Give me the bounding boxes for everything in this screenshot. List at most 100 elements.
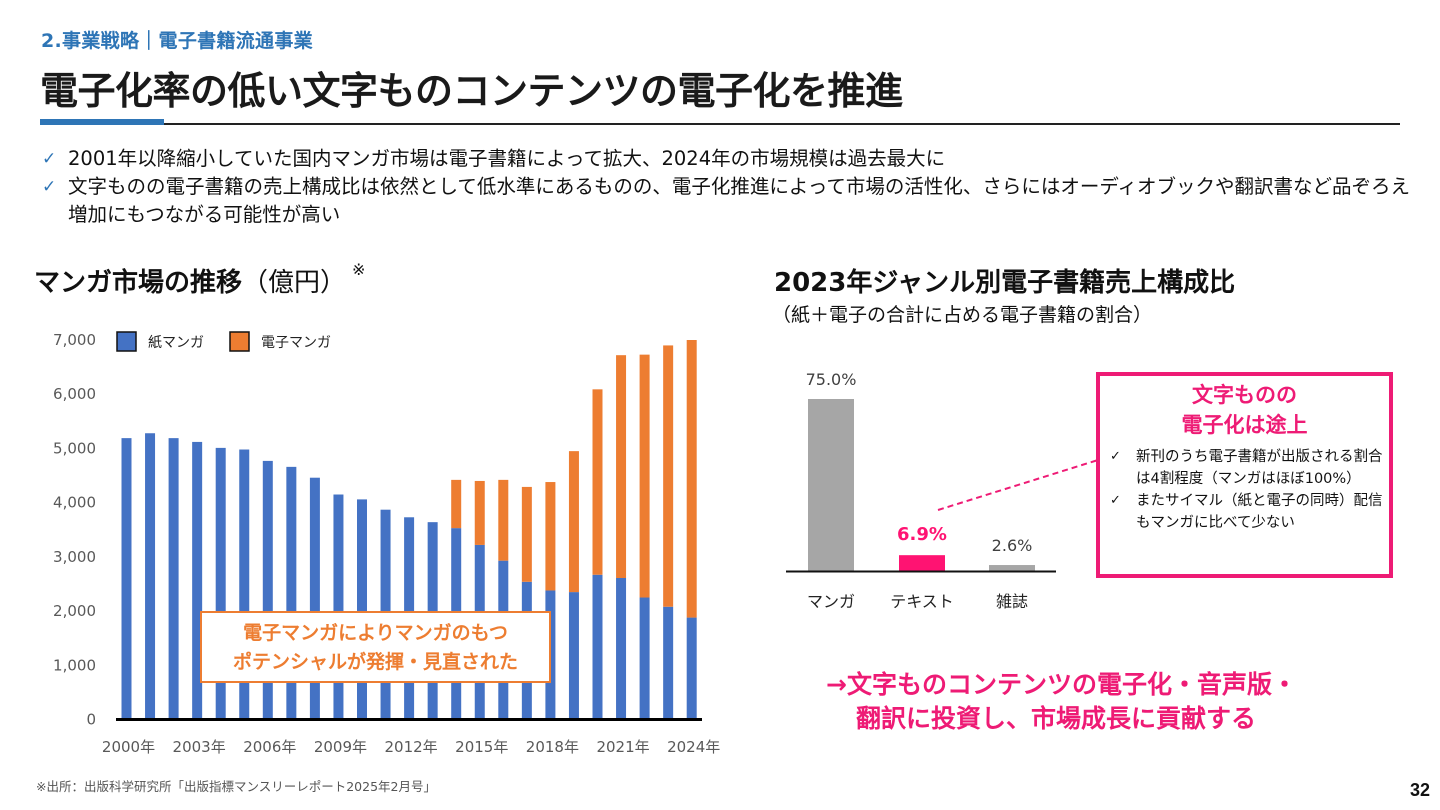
check-icon: ✓	[1110, 493, 1121, 508]
y-tick-label: 0	[86, 711, 96, 729]
genre-chart-title: 2023年ジャンル別電子書籍売上構成比	[774, 268, 1236, 298]
check-icon: ✓	[1110, 449, 1121, 464]
bar-digital-manga	[498, 479, 509, 561]
legend-swatch-print	[116, 331, 137, 352]
section-label: 2.事業戦略｜電子書籍流通事業	[41, 30, 313, 52]
genre-ratio-chart: 75.0% マンガ 6.9% テキスト 2.6% 雑誌	[786, 370, 1099, 611]
bar-print-manga	[686, 617, 697, 720]
source-note: ※出所：出版科学研究所「出版指標マンスリーレポート2025年2月号」	[36, 779, 436, 794]
bar-print-manga	[639, 597, 650, 720]
x-axis-ticks: 2000年 2003年 2006年 2009年 2012年 2015年 2018年 2021年…	[102, 738, 720, 756]
y-tick-label: 7,000	[53, 331, 96, 349]
legend-label-digital: 電子マンガ	[261, 335, 331, 351]
bullet-item: ✓ 2001年以降縮小していた国内マンガ市場は電子書籍によって拡大、2024年の…	[42, 145, 1412, 173]
title-divider	[40, 123, 1400, 125]
genre-category-label: マンガ	[807, 592, 855, 611]
conclusion-line: 翻訳に投資し、市場成長に貢献する	[856, 704, 1257, 733]
genre-category-label: 雑誌	[996, 592, 1028, 611]
bar-digital-manga	[686, 340, 697, 618]
insight-text: 新刊のうち電子書籍が出版される割合は4割程度（マンガはほぼ100%）	[1136, 449, 1383, 487]
insight-box: 文字ものの 電子化は途上 ✓ 新刊のうち電子書籍が出版される割合は4割程度（マンガ…	[1096, 372, 1393, 578]
genre-category-label: テキスト	[890, 592, 954, 611]
insight-box-title: 文字ものの 電子化は途上	[1100, 380, 1389, 440]
y-tick-label: 1,000	[53, 656, 96, 674]
y-axis-ticks: 0 1,000 2,000 3,000 4,000 5,000 6,000 7,000	[53, 331, 96, 729]
genre-bar	[989, 565, 1035, 571]
bar-print-manga	[286, 466, 297, 720]
bar-print-manga	[616, 578, 627, 720]
callout-connector	[937, 459, 1099, 511]
bar-digital-manga	[663, 345, 674, 607]
y-tick-label: 4,000	[53, 494, 96, 512]
bar-print-manga	[192, 441, 203, 720]
manga-market-chart: 0 1,000 2,000 3,000 4,000 5,000 6,000 7,000 200…	[53, 331, 720, 756]
bar-print-manga	[309, 477, 320, 720]
y-tick-label: 2,000	[53, 602, 96, 620]
bar-digital-manga	[474, 480, 485, 545]
x-tick-label: 2015年	[455, 738, 508, 756]
x-tick-label: 2024年	[667, 738, 720, 756]
bar-print-manga	[262, 460, 273, 720]
page-number: 32	[1409, 780, 1430, 800]
genre-value-label: 6.9%	[897, 524, 947, 545]
legend-swatch-digital	[229, 331, 250, 352]
legend-label-print: 紙マンガ	[148, 335, 204, 351]
x-tick-label: 2006年	[243, 738, 296, 756]
bar-print-manga	[592, 574, 603, 720]
manga-chart-title: マンガ市場の推移（億円） ※	[34, 260, 366, 299]
x-tick-label: 2018年	[526, 738, 579, 756]
bullet-text: 2001年以降縮小していた国内マンガ市場は電子書籍によって拡大、2024年の市場…	[68, 147, 946, 170]
bar-digital-manga	[616, 355, 627, 579]
insight-item: ✓ 新刊のうち電子書籍が出版される割合は4割程度（マンガはほぼ100%）	[1110, 446, 1383, 490]
genre-value-label: 75.0%	[806, 370, 857, 389]
bar-print-manga	[121, 438, 132, 720]
bar-digital-manga	[568, 451, 579, 593]
bar-print-manga	[168, 438, 179, 720]
callout-line: ポテンシャルが発揮・見直された	[232, 651, 518, 673]
bullet-item: ✓ 文字ものの電子書籍の売上構成比は依然として低水準にあるものの、電子化推進によ…	[42, 173, 1412, 229]
y-tick-label: 6,000	[53, 385, 96, 403]
check-icon: ✓	[42, 149, 57, 169]
manga-chart-title-text: マンガ市場の推移	[34, 268, 243, 298]
genre-value-label: 2.6%	[992, 536, 1033, 555]
bar-digital-manga	[545, 482, 556, 591]
summary-bullets: ✓ 2001年以降縮小していた国内マンガ市場は電子書籍によって拡大、2024年の…	[42, 145, 1412, 229]
insight-title-line: 文字ものの	[1192, 383, 1297, 407]
genre-bars: 75.0% マンガ 6.9% テキスト 2.6% 雑誌	[806, 370, 1035, 611]
y-tick-label: 3,000	[53, 548, 96, 566]
bar-print-manga	[215, 447, 226, 720]
bullet-text: 文字ものの電子書籍の売上構成比は依然として低水準にあるものの、電子化推進によって…	[68, 175, 1410, 226]
genre-bar	[808, 399, 854, 571]
bar-print-manga	[357, 499, 367, 720]
bar-print-manga	[663, 606, 674, 720]
manga-chart-unit: （億円）	[242, 268, 347, 298]
conclusion-message: →文字ものコンテンツの電子化・音声版・ 翻訳に投資し、市場成長に貢献する	[826, 668, 1297, 736]
chart-callout: 電子マンガによりマンガのもつ ポテンシャルが発揮・見直された	[200, 611, 551, 683]
x-tick-label: 2003年	[173, 738, 226, 756]
conclusion-line: →文字ものコンテンツの電子化・音声版・	[826, 670, 1297, 699]
bar-print-manga	[239, 449, 250, 720]
x-tick-label: 2012年	[385, 738, 438, 756]
insight-text: またサイマル（紙と電子の同時）配信もマンガに比べて少ない	[1136, 493, 1383, 531]
insight-list: ✓ 新刊のうち電子書籍が出版される割合は4割程度（マンガはほぼ100%） ✓ またサ…	[1100, 446, 1389, 534]
insight-item: ✓ またサイマル（紙と電子の同時）配信もマンガに比べて少ない	[1110, 490, 1383, 534]
check-icon: ✓	[42, 177, 57, 197]
genre-chart-subtitle: （紙＋電子の合計に占める電子書籍の割合）	[772, 304, 1153, 326]
insight-title-line: 電子化は途上	[1181, 413, 1308, 437]
bar-digital-manga	[639, 354, 650, 598]
x-tick-label: 2021年	[596, 738, 649, 756]
genre-bar	[899, 555, 945, 571]
bar-digital-manga	[521, 486, 532, 582]
x-tick-label: 2000年	[102, 738, 155, 756]
x-tick-label: 2009年	[314, 738, 367, 756]
y-tick-label: 5,000	[53, 439, 96, 457]
bar-print-manga	[568, 592, 579, 720]
page-title: 電子化率の低い文字ものコンテンツの電子化を推進	[40, 69, 903, 113]
bar-print-manga	[333, 494, 344, 720]
chart-legend: 紙マンガ 電子マンガ	[116, 331, 331, 352]
title-accent-bar	[40, 119, 164, 125]
callout-line: 電子マンガによりマンガのもつ	[243, 622, 508, 644]
bar-digital-manga	[451, 479, 462, 529]
bar-digital-manga	[592, 389, 603, 575]
footnote-mark: ※	[352, 260, 366, 279]
